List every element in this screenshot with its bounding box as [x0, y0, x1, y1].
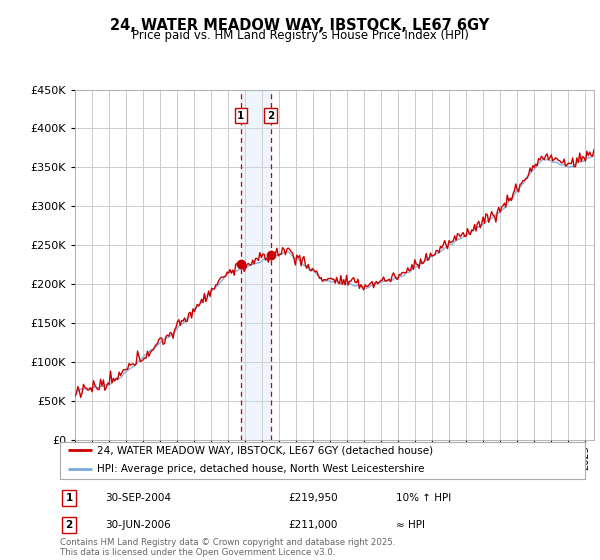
- Text: £219,950: £219,950: [288, 493, 338, 503]
- Bar: [241, 90, 271, 440]
- Text: 30-JUN-2006: 30-JUN-2006: [105, 520, 171, 530]
- Text: Contains HM Land Registry data © Crown copyright and database right 2025.
This d: Contains HM Land Registry data © Crown c…: [60, 538, 395, 557]
- Text: 1: 1: [237, 111, 245, 121]
- Text: £211,000: £211,000: [288, 520, 337, 530]
- Text: 2: 2: [65, 520, 73, 530]
- Text: 30-SEP-2004: 30-SEP-2004: [105, 493, 171, 503]
- Text: ≈ HPI: ≈ HPI: [396, 520, 425, 530]
- Text: 24, WATER MEADOW WAY, IBSTOCK, LE67 6GY: 24, WATER MEADOW WAY, IBSTOCK, LE67 6GY: [110, 18, 490, 33]
- Text: 24, WATER MEADOW WAY, IBSTOCK, LE67 6GY (detached house): 24, WATER MEADOW WAY, IBSTOCK, LE67 6GY …: [97, 445, 433, 455]
- Text: Price paid vs. HM Land Registry's House Price Index (HPI): Price paid vs. HM Land Registry's House …: [131, 29, 469, 42]
- Text: 2: 2: [267, 111, 274, 121]
- Text: 10% ↑ HPI: 10% ↑ HPI: [396, 493, 451, 503]
- Text: HPI: Average price, detached house, North West Leicestershire: HPI: Average price, detached house, Nort…: [97, 464, 424, 474]
- Text: 1: 1: [65, 493, 73, 503]
